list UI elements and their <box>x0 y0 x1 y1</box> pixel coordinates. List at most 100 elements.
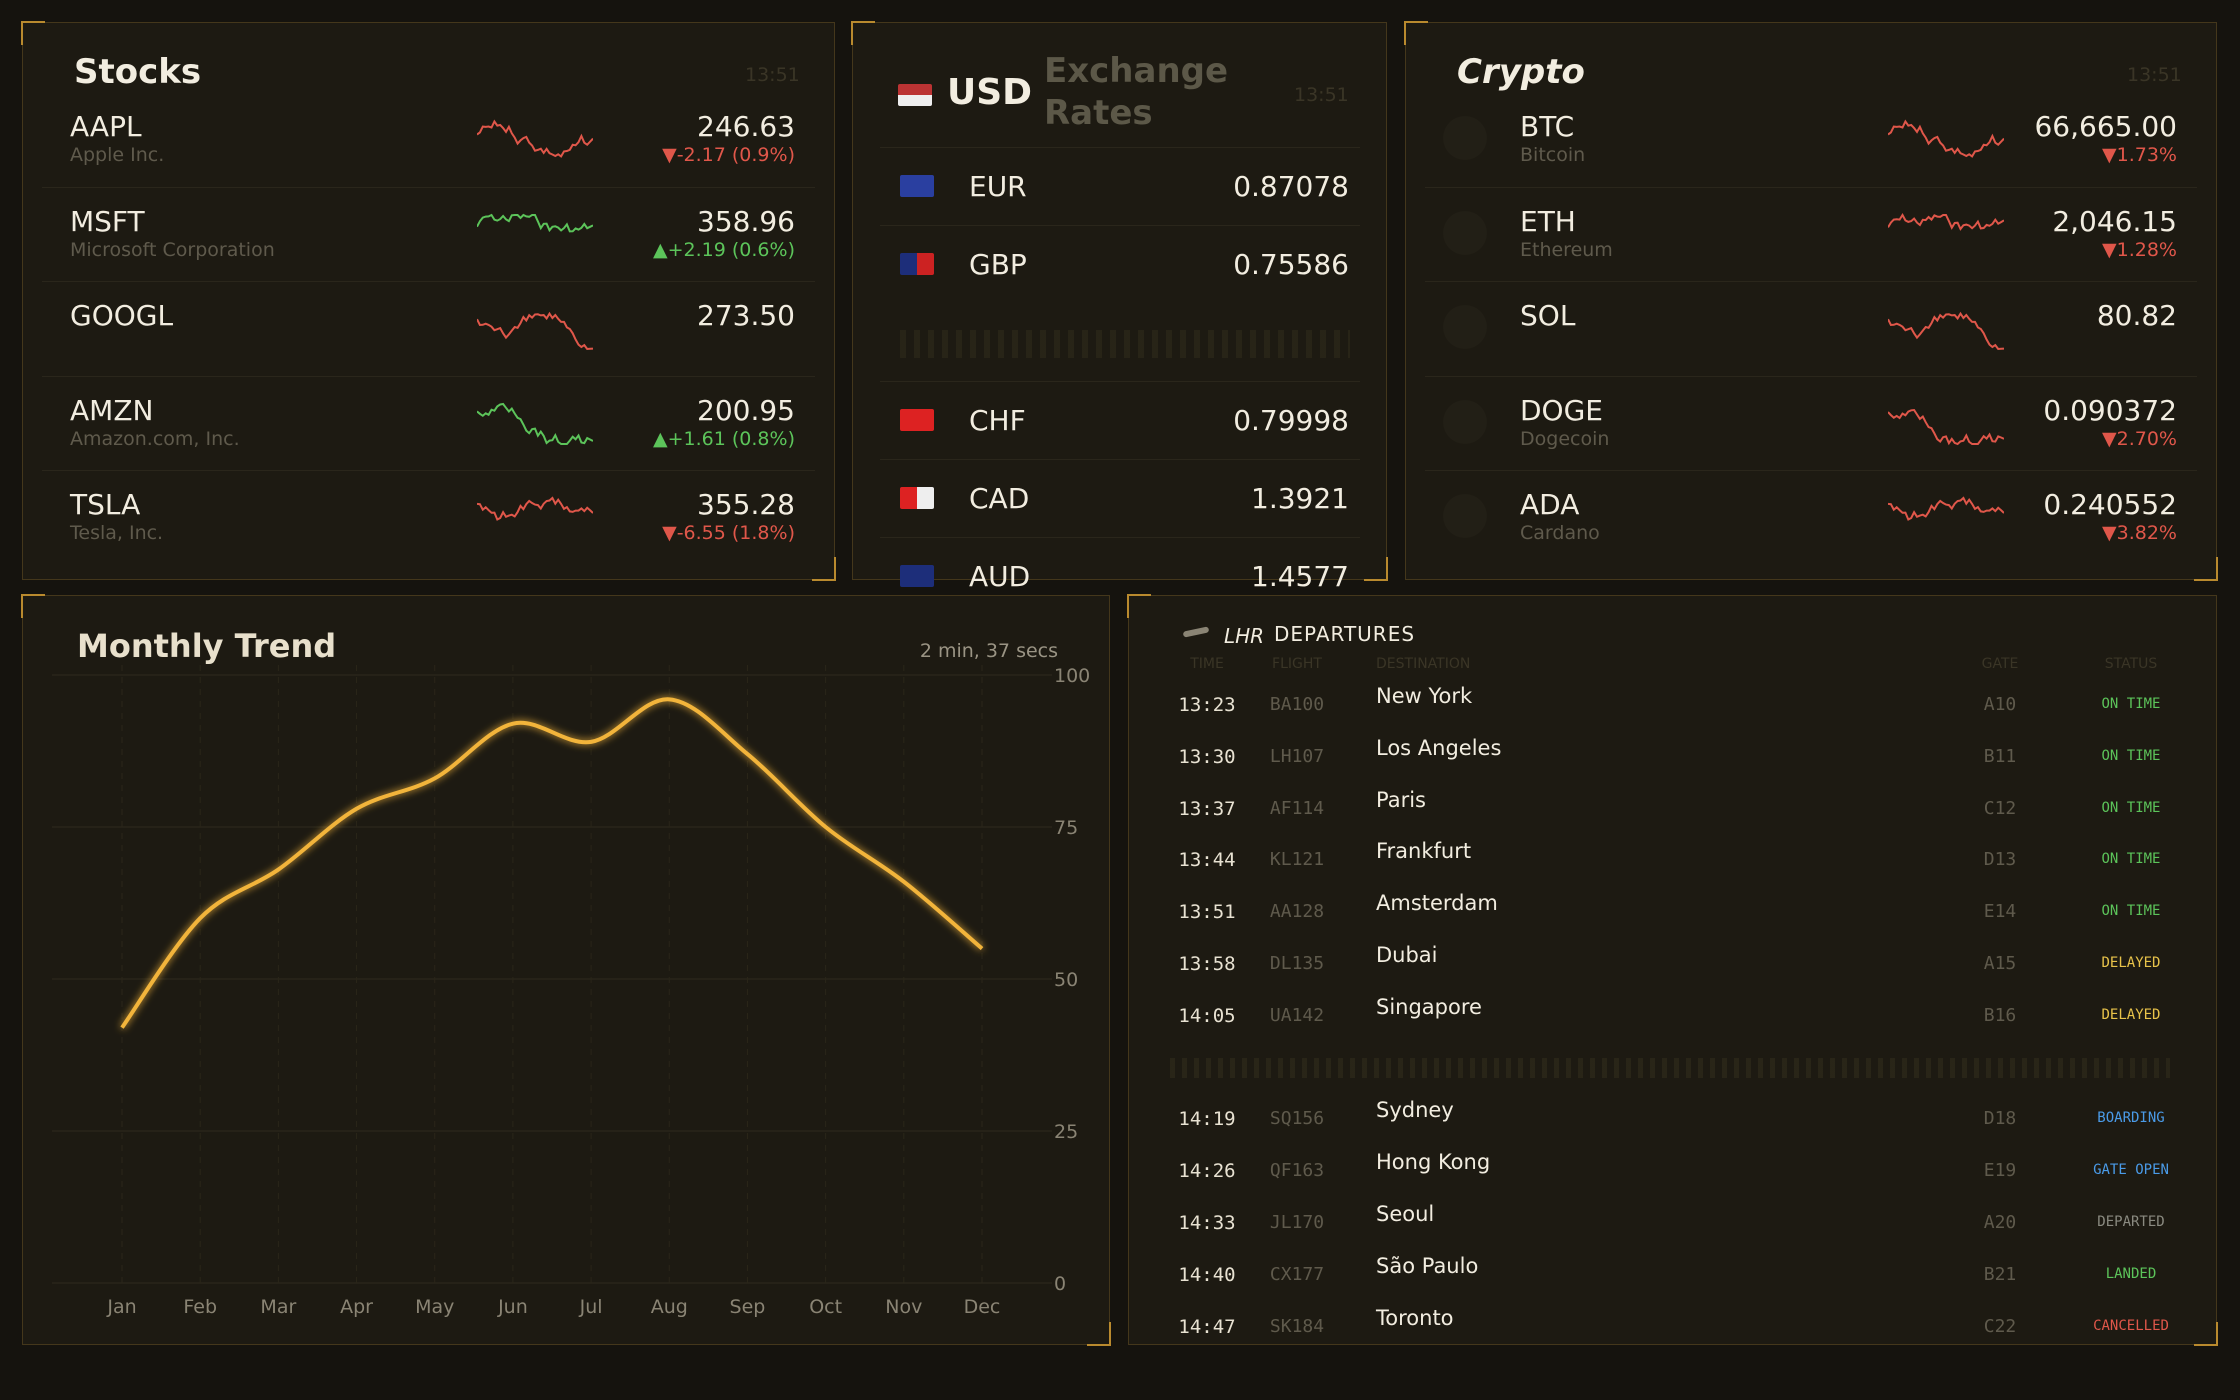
flight-number: SQ156 <box>1269 1108 1325 1130</box>
rate: 1.4577 <box>1251 560 1349 593</box>
gate: A15 <box>1983 953 2017 974</box>
sparkline-path <box>1888 212 2004 231</box>
gate: C12 <box>1983 797 2017 819</box>
flag <box>900 409 934 431</box>
currency-code: EUR <box>969 170 1027 203</box>
flag <box>900 253 934 275</box>
gate: B21 <box>1983 1263 2017 1285</box>
x-tick-label: Nov <box>885 1296 922 1318</box>
flight-number: LH107 <box>1269 745 1325 767</box>
departure-time: 14:40 <box>1178 1263 1236 1286</box>
y-tick-label: 0 <box>1054 1273 1066 1295</box>
price: 80.82 <box>2096 299 2177 332</box>
airport: LHR <box>1224 624 1265 648</box>
sparkline-path <box>1888 119 2004 158</box>
sparkline <box>1888 408 2004 445</box>
row-divider <box>880 225 1360 226</box>
flight-status: ON TIME <box>2101 903 2161 920</box>
flight-number: KL121 <box>1269 849 1325 871</box>
price: 273.50 <box>697 299 795 332</box>
departure-time: 14:26 <box>1178 1160 1236 1183</box>
chart-title: Monthly Trend <box>77 627 336 665</box>
destination: Singapore <box>1376 994 1482 1019</box>
sparkline-path <box>477 311 593 351</box>
crypto-panel <box>1404 21 2218 581</box>
symbol: AAPL <box>70 110 142 143</box>
x-tick-label: Mar <box>260 1296 296 1318</box>
gate: D13 <box>1983 849 2017 871</box>
stocks-panel <box>21 21 836 581</box>
gate: E14 <box>1983 901 2017 923</box>
destination: Seoul <box>1376 1202 1435 1226</box>
row-divider <box>880 537 1360 538</box>
column-header: DESTINATION <box>1376 656 1471 672</box>
flight-number: JL170 <box>1269 1212 1325 1233</box>
destination: Dubai <box>1376 943 1438 967</box>
departure-time: 13:30 <box>1178 745 1236 768</box>
price: 0.090372 <box>2043 393 2177 427</box>
gate: E19 <box>1983 1160 2017 1182</box>
price: 358.96 <box>697 204 795 238</box>
exchange-title: Exchange Rates <box>1044 51 1229 133</box>
flag <box>900 175 934 197</box>
panel-time: 13:51 <box>1294 84 1349 106</box>
rate: 0.87078 <box>1233 170 1349 203</box>
change: ▲+1.61 (0.8%) <box>653 427 795 450</box>
gate: A20 <box>1983 1212 2017 1233</box>
gate: A10 <box>1983 694 2017 715</box>
gate: B16 <box>1983 1004 2017 1026</box>
destination: Sydney <box>1376 1098 1454 1123</box>
sparkline <box>477 213 593 232</box>
sparkline-path <box>1888 408 2004 445</box>
departure-time: 14:05 <box>1178 1004 1236 1027</box>
price: 355.28 <box>697 488 795 521</box>
x-tick-label: Jan <box>106 1296 136 1318</box>
symbol: BTC <box>1520 110 1575 143</box>
departure-time: 14:19 <box>1178 1108 1236 1131</box>
y-tick-label: 75 <box>1054 817 1078 839</box>
blurred-row <box>900 330 1350 358</box>
sparkline <box>1888 212 2004 231</box>
x-tick-label: Feb <box>183 1296 217 1318</box>
row-divider <box>1425 375 2197 377</box>
symbol: TSLA <box>70 488 141 521</box>
symbol: GOOGL <box>70 299 174 332</box>
destination: Los Angeles <box>1376 735 1502 760</box>
change: ▲+2.19 (0.6%) <box>653 238 795 261</box>
sparkline-path <box>477 496 593 521</box>
change: ▼1.28% <box>2102 238 2177 261</box>
departure-time: 13:37 <box>1178 797 1236 820</box>
flight-status: ON TIME <box>2101 696 2161 712</box>
rate: 0.79998 <box>1233 404 1349 437</box>
rate: 0.75586 <box>1233 248 1349 281</box>
flag <box>900 565 934 587</box>
change: ▼3.82% <box>2102 522 2177 544</box>
x-tick-label: Aug <box>651 1296 688 1318</box>
sparkline-path <box>1888 496 2004 521</box>
flight-status: ON TIME <box>2101 747 2161 764</box>
departure-time: 13:23 <box>1178 694 1236 716</box>
sparkline-path <box>477 213 593 232</box>
x-tick-label: Dec <box>964 1296 1001 1318</box>
sparkline <box>477 496 593 521</box>
name: Cardano <box>1520 522 1600 544</box>
flight-number: CX177 <box>1269 1263 1325 1285</box>
price: 2,046.15 <box>2052 204 2177 238</box>
panel-title: Crypto <box>1457 52 1585 92</box>
change: ▼1.73% <box>2102 144 2177 166</box>
y-tick-label: 50 <box>1054 969 1078 991</box>
sparkline-path <box>477 402 593 445</box>
row-divider <box>42 281 815 282</box>
panel-time: 13:51 <box>745 64 800 86</box>
x-tick-label: Oct <box>809 1296 842 1318</box>
change: ▼2.70% <box>2102 427 2177 450</box>
row-divider <box>1425 186 2197 188</box>
symbol: AMZN <box>70 393 154 427</box>
price: 0.240552 <box>2043 488 2177 521</box>
sparkline <box>1888 119 2004 158</box>
price: 200.95 <box>697 393 795 427</box>
flight-number: BA100 <box>1269 694 1325 715</box>
destination: Hong Kong <box>1376 1150 1491 1175</box>
row-divider <box>880 459 1360 460</box>
x-tick-label: Apr <box>340 1296 373 1318</box>
